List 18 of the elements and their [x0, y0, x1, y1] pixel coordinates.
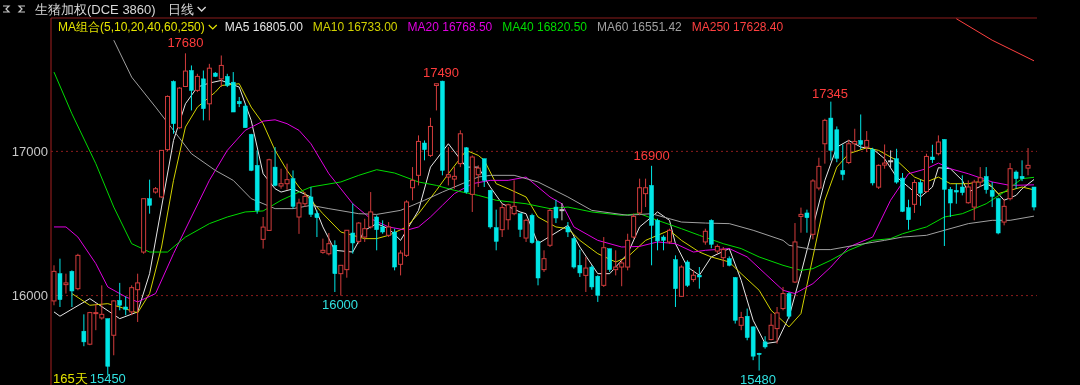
annotation: 165天	[53, 371, 88, 385]
text: MA5 16805.00	[224, 20, 304, 34]
annotation: 17345	[811, 86, 849, 101]
annotation: 15480	[739, 372, 777, 385]
text: MA20 16768.50	[407, 20, 493, 34]
chart-subtitle: 日线	[167, 2, 194, 17]
annotation: 15450	[89, 371, 126, 385]
annotation: 16900	[633, 147, 670, 163]
annotation: 17680	[167, 35, 204, 51]
text: MA10 16733.00	[312, 20, 398, 34]
annotation: 17490	[422, 65, 460, 80]
annotation: 16000	[321, 297, 359, 312]
text: MA250 17628.40	[691, 20, 784, 34]
y-tick-label: 17000	[11, 143, 48, 159]
legend-title: MA组合(5,10,20,40,60,250)	[58, 20, 205, 34]
chart-title: 生猪加权(DCE 3860)	[35, 2, 156, 17]
text: MA60 16551.42	[597, 20, 683, 34]
text: MA40 16820.50	[502, 20, 588, 34]
